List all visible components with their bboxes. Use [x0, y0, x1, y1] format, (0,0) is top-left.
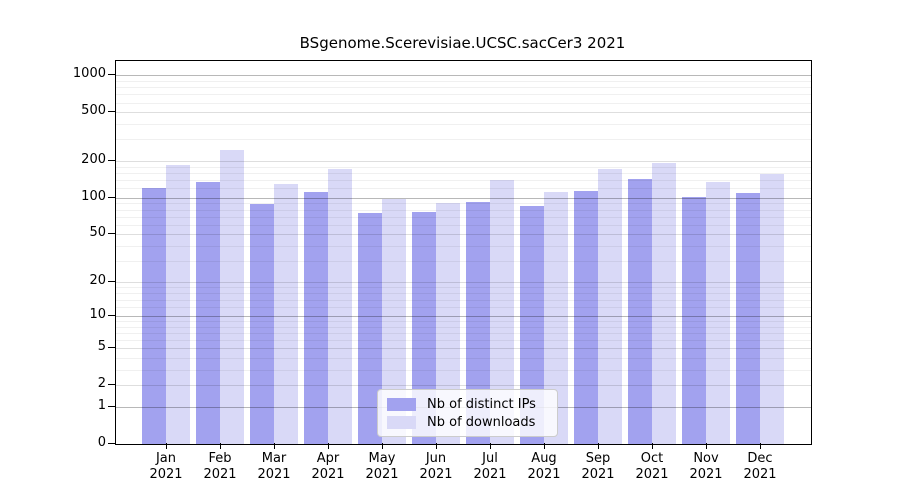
x-tick-label: Jul 2021 [473, 451, 507, 482]
y-tick-label: 0 [97, 435, 106, 450]
legend-item-downloads: Nb of downloads [387, 415, 548, 430]
y-tick-label: 1000 [72, 66, 106, 82]
legend-label-downloads: Nb of downloads [427, 414, 536, 430]
x-tick-label: Dec 2021 [743, 451, 777, 482]
x-tick-label: Nov 2021 [689, 451, 723, 482]
legend-swatch-distinct-ips [387, 397, 416, 411]
bar-distinct-ips [142, 188, 166, 444]
chart-title: BSgenome.Scerevisiae.UCSC.sacCer3 2021 [299, 34, 626, 52]
x-tick-mark [166, 443, 167, 449]
x-tick-label: Feb 2021 [203, 451, 237, 482]
legend-item-distinct-ips: Nb of distinct IPs [387, 397, 548, 412]
bar-distinct-ips [682, 197, 706, 444]
y-tick-mark [108, 196, 115, 198]
bar-downloads [166, 165, 190, 444]
y-tick-mark [108, 347, 115, 349]
bar-distinct-ips [736, 192, 760, 444]
bar-distinct-ips [574, 190, 598, 444]
bar-downloads [598, 169, 622, 444]
x-tick-mark [220, 443, 221, 449]
x-tick-label: Sep 2021 [581, 451, 615, 482]
x-tick-label: Apr 2021 [311, 451, 345, 482]
y-tick-mark [108, 315, 115, 317]
x-tick-mark [652, 443, 653, 449]
legend-label-distinct-ips: Nb of distinct IPs [427, 396, 536, 412]
bar-distinct-ips [250, 204, 274, 444]
bar-downloads [328, 169, 352, 444]
y-tick-label: 2 [97, 376, 106, 392]
y-tick-mark [108, 159, 115, 161]
x-tick-mark [436, 443, 437, 449]
bar-downloads [706, 181, 730, 444]
y-tick-mark [108, 74, 115, 76]
bar-downloads [760, 173, 784, 444]
legend-swatch-downloads [387, 415, 416, 429]
x-tick-label: Oct 2021 [635, 451, 669, 482]
y-tick-label: 5 [97, 339, 106, 355]
x-tick-label: Mar 2021 [257, 451, 291, 482]
y-tick-mark [108, 384, 115, 386]
y-tick-mark [108, 233, 115, 235]
y-tick-label: 100 [81, 188, 106, 204]
y-tick-label: 20 [89, 272, 106, 288]
y-tick-label: 500 [81, 103, 106, 119]
x-tick-mark [598, 443, 599, 449]
x-tick-mark [544, 443, 545, 449]
x-tick-label: Jun 2021 [419, 451, 453, 482]
y-tick-label: 1 [97, 398, 106, 413]
y-tick-mark [108, 443, 115, 444]
x-tick-mark [706, 443, 707, 449]
bar-distinct-ips [628, 178, 652, 444]
y-tick-label: 200 [81, 151, 106, 167]
x-tick-mark [490, 443, 491, 449]
bar-downloads [220, 149, 244, 444]
x-tick-label: Jan 2021 [149, 451, 183, 482]
bar-distinct-ips [196, 181, 220, 444]
x-tick-mark [760, 443, 761, 449]
bar-distinct-ips [304, 191, 328, 444]
y-tick-mark [108, 280, 115, 282]
bars-layer [116, 61, 811, 444]
bar-downloads [274, 183, 298, 444]
y-tick-mark [108, 111, 115, 113]
y-tick-label: 50 [89, 225, 106, 241]
y-tick-mark [108, 406, 115, 407]
x-tick-label: Aug 2021 [527, 451, 561, 482]
x-tick-mark [274, 443, 275, 449]
bar-downloads [652, 162, 676, 444]
plot-area [115, 60, 812, 445]
x-tick-mark [328, 443, 329, 449]
y-tick-label: 10 [89, 307, 106, 323]
x-tick-label: May 2021 [365, 451, 399, 482]
x-tick-mark [382, 443, 383, 449]
legend: Nb of distinct IPs Nb of downloads [377, 389, 558, 437]
